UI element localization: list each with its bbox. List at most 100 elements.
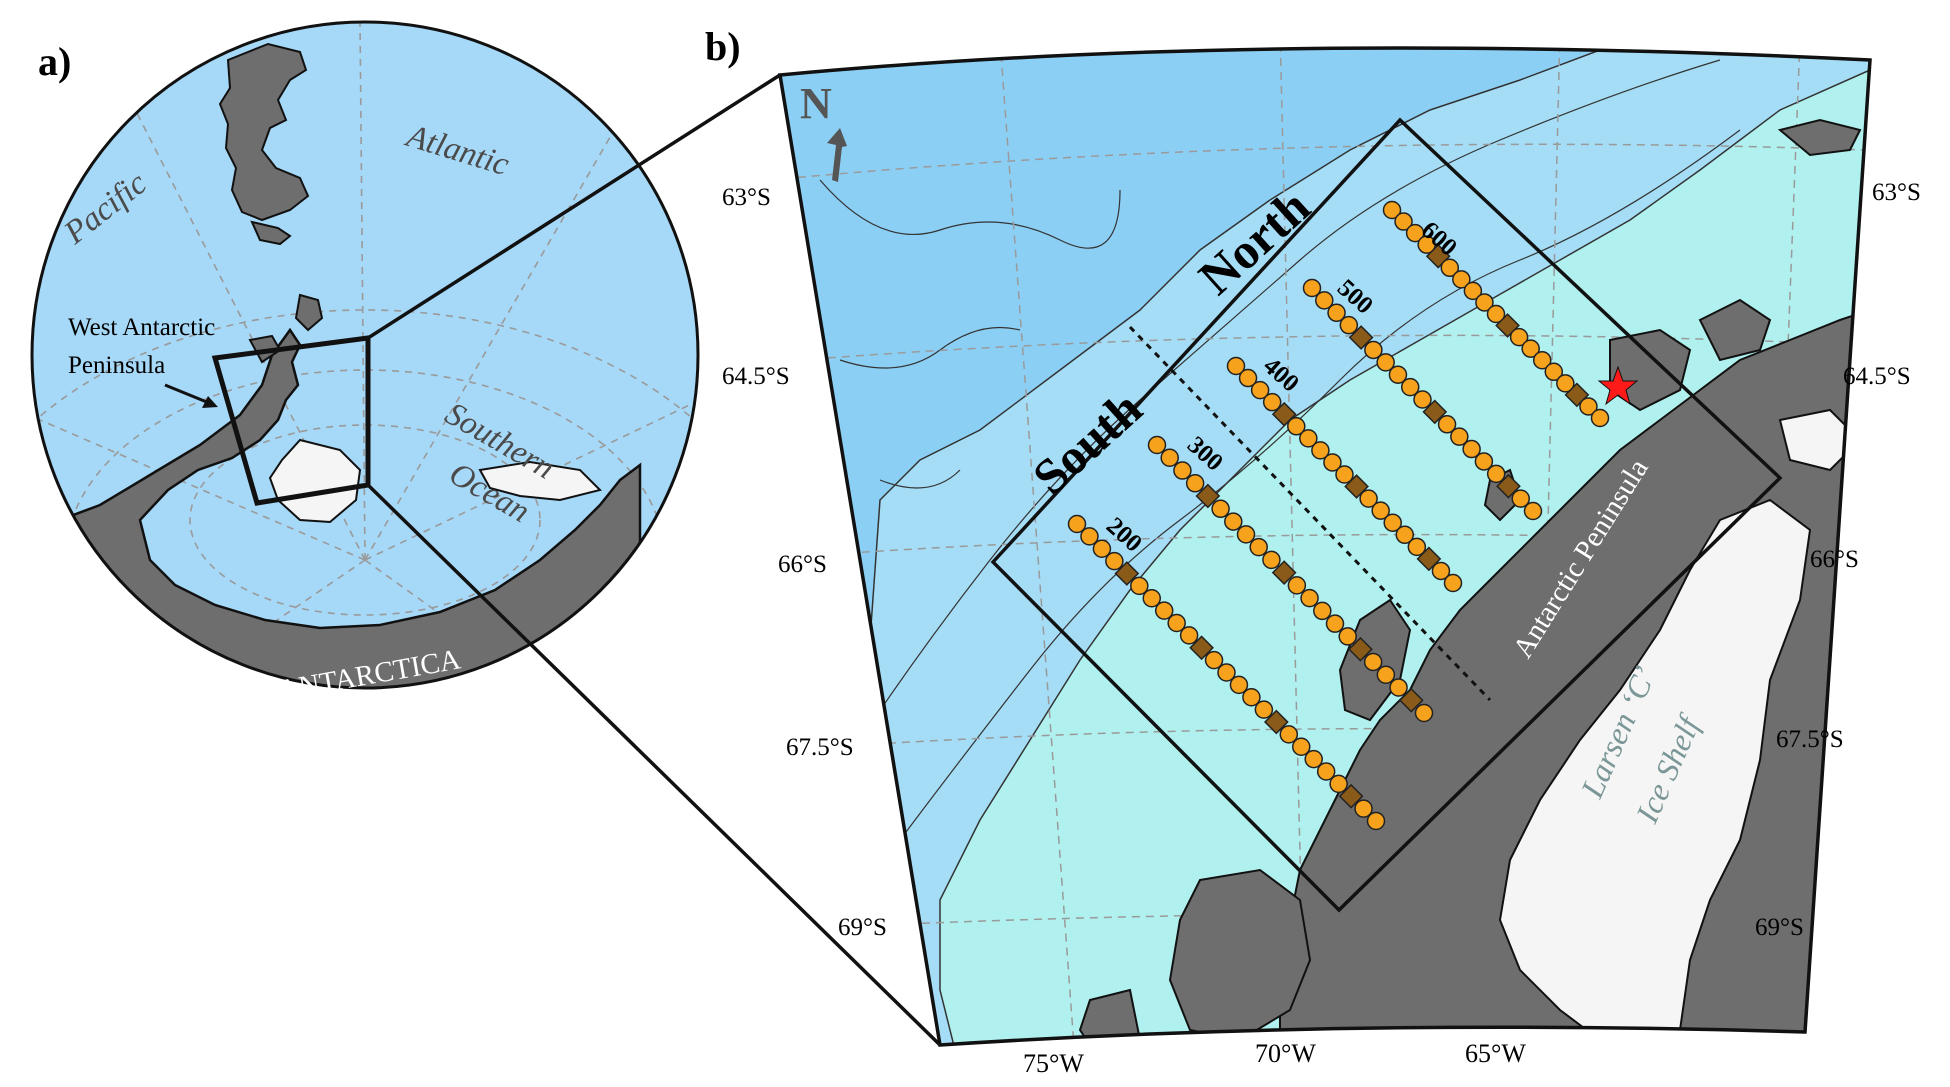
station-circle (1556, 374, 1575, 393)
station-circle (1417, 235, 1436, 254)
wap-label-line2: Peninsula (68, 352, 165, 379)
panel-a: a) (30, 20, 700, 707)
station-circle (1311, 441, 1330, 460)
station-circle (1217, 663, 1236, 682)
station-circle (1431, 561, 1451, 581)
station-square (1338, 783, 1364, 809)
station-circle (1211, 499, 1230, 519)
station-circle (1092, 539, 1112, 558)
station-circle (1185, 474, 1205, 493)
north-arrow-icon (827, 128, 847, 182)
station-circle (1366, 811, 1386, 831)
station-circle (1250, 380, 1270, 400)
station-circle (1414, 703, 1434, 723)
station-circle (1443, 573, 1463, 593)
station-circle (1354, 799, 1373, 818)
panel-b: b) (705, 24, 1921, 1078)
station-circle (1327, 303, 1346, 323)
station-circle (1579, 397, 1598, 416)
lat-label-left-63: 63°S (722, 184, 771, 211)
station-circle (1325, 614, 1345, 633)
station-circle (1474, 452, 1494, 471)
station-circle (1316, 762, 1336, 781)
bathymetry-contours (819, 59, 1741, 841)
station-circle (1224, 512, 1243, 531)
station-square (1195, 483, 1221, 509)
station-circle (1067, 514, 1087, 534)
station-square (1398, 687, 1424, 713)
station-circle (1242, 688, 1261, 707)
station-circle (1486, 304, 1506, 324)
model-domain-box (990, 117, 1783, 913)
station-circle (1204, 650, 1224, 670)
station-circle (1160, 448, 1179, 468)
station-circle (1521, 339, 1540, 358)
station-circle (1413, 390, 1432, 409)
station-circle (1287, 417, 1306, 436)
station-circle (1167, 613, 1186, 633)
station-square (1348, 636, 1373, 662)
station-lines (1067, 200, 1610, 831)
station-circle (1238, 368, 1258, 388)
station-circle (1226, 356, 1246, 376)
station-square (1263, 709, 1289, 735)
connector-top (367, 73, 781, 340)
lat-label-right-67.5: 67.5°S (1776, 726, 1844, 753)
station-circle (1463, 281, 1483, 301)
station-circle (1249, 537, 1268, 557)
station-circle (1329, 774, 1348, 794)
station-circle (1523, 501, 1543, 521)
station-circle (1080, 527, 1099, 546)
lat-label-left-69: 69°S (838, 914, 887, 941)
panel-b-label: b) (705, 24, 741, 69)
station-circle (1299, 429, 1318, 448)
station-circle (1254, 700, 1274, 719)
map-frame (780, 48, 1870, 1045)
station-line-600 (1382, 200, 1610, 428)
station-circle (1315, 291, 1334, 310)
globe (32, 22, 698, 688)
station-square (1189, 635, 1214, 661)
lon-label-70: 70°W (1255, 1039, 1316, 1068)
station-circle (1313, 601, 1332, 621)
station-circle (1394, 212, 1413, 231)
station-square (1271, 560, 1297, 585)
station-circle (1407, 537, 1427, 557)
station-circle (1279, 725, 1299, 744)
station-circle (1389, 678, 1408, 697)
station-circle (1371, 501, 1390, 520)
lat-label-right-63: 63°S (1872, 179, 1921, 206)
connector-bottom (366, 483, 942, 1047)
station-circle (1363, 652, 1383, 672)
lon-label-65: 65°W (1465, 1039, 1526, 1068)
station-square (1114, 561, 1140, 586)
station-circle (1532, 350, 1552, 370)
station-circle (1105, 551, 1124, 571)
station-circle (1382, 200, 1402, 220)
lon-label-75: 75°W (1023, 1049, 1084, 1078)
panel-a-label: a) (38, 39, 71, 84)
station-circle (1450, 427, 1469, 446)
south-america (218, 42, 310, 222)
station-circle (1154, 601, 1174, 620)
station-circle (1486, 464, 1506, 484)
lat-label-left-64.5: 64.5°S (722, 363, 790, 390)
station-square (1422, 399, 1448, 425)
map-outline (777, 46, 1872, 1047)
station-circle (1511, 489, 1530, 508)
lat-label-right-64.5: 64.5°S (1843, 363, 1911, 390)
wap-label-line1: West Antarctic (68, 314, 215, 341)
station-circle (1142, 589, 1161, 608)
station-circle (1376, 353, 1395, 372)
station-circle (1292, 737, 1311, 756)
station-circle (1440, 258, 1460, 278)
station-circle (1262, 550, 1281, 570)
station-circle (1229, 675, 1249, 695)
station-circle (1173, 461, 1192, 480)
station-circle (1236, 525, 1256, 544)
lat-label-left-67.5: 67.5°S (786, 734, 854, 761)
station-line-400 (1226, 356, 1463, 593)
station-circle (1452, 270, 1471, 289)
station-line-300 (1147, 435, 1434, 723)
